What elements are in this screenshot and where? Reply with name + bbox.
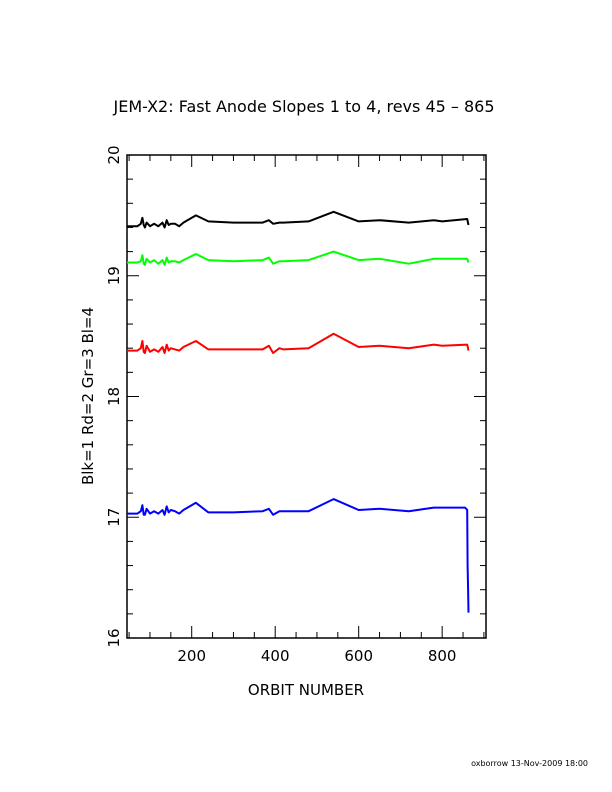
y-tick-label: 19	[105, 266, 123, 285]
series-line-3	[127, 332, 470, 354]
x-tick-label: 200	[177, 647, 206, 665]
y-axis-label: Blk=1 Rd=2 Gr=3 Bl=4	[79, 307, 97, 485]
axis-ticks	[127, 155, 486, 638]
x-axis-label: ORBIT NUMBER	[248, 681, 364, 699]
chart-title: JEM-X2: Fast Anode Slopes 1 to 4, revs 4…	[112, 97, 494, 116]
plot-frame	[126, 154, 487, 639]
series-group	[127, 210, 470, 613]
x-tick-label: 600	[344, 647, 373, 665]
y-tick-label: 16	[105, 628, 123, 647]
y-tick-label: 20	[105, 145, 123, 164]
x-tick-label: 400	[261, 647, 290, 665]
y-tick-label: 17	[105, 508, 123, 527]
axis-tick-labels: 200 400 600 800 16 17 18 19 20	[105, 145, 456, 665]
series-line-2	[127, 250, 470, 266]
footer-stamp: oxborrow 13-Nov-2009 18:00	[471, 759, 588, 768]
series-line-1	[127, 210, 470, 229]
x-tick-label: 800	[428, 647, 457, 665]
series-line-4	[127, 498, 470, 613]
y-tick-label: 18	[105, 387, 123, 406]
